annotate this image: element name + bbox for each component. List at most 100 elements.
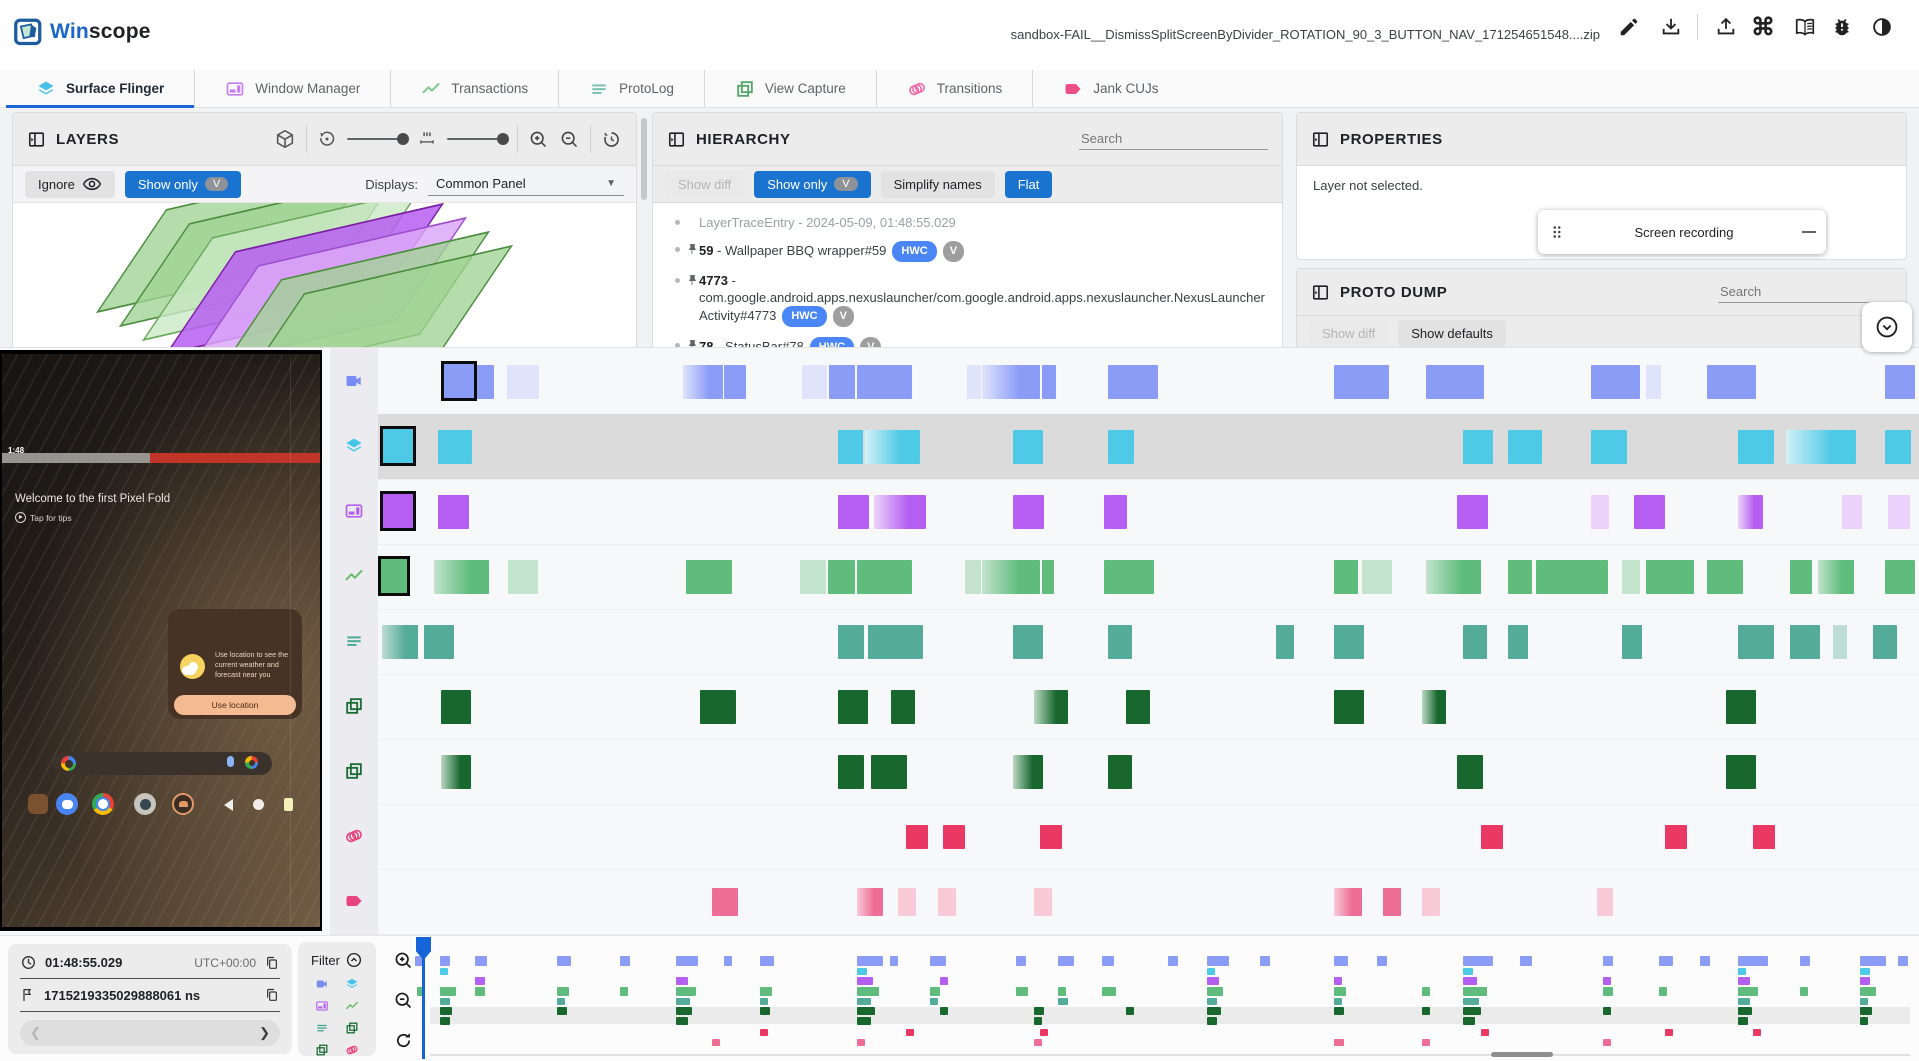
ns-timestamp[interactable]: 1715219335029888061 ns	[44, 987, 201, 1003]
rotation-icon[interactable]	[317, 129, 337, 149]
panel-toggle-icon[interactable]	[27, 130, 46, 149]
trace-block-view-capture-2[interactable]	[1457, 755, 1483, 789]
trace-block-screen-recording[interactable]	[1042, 365, 1056, 399]
filter-rings-icon[interactable]	[345, 1043, 359, 1057]
tab-protolog[interactable]: ProtoLog	[558, 70, 704, 107]
filter-layers-icon[interactable]	[345, 977, 359, 991]
trace-block-view-capture-2[interactable]	[1108, 755, 1132, 789]
trace-row-protolog[interactable]	[330, 609, 1919, 675]
trace-block-protolog[interactable]	[1738, 625, 1774, 659]
trace-block-protolog[interactable]	[1334, 625, 1364, 659]
trace-block-protolog[interactable]	[424, 625, 454, 659]
show-only-visible-button[interactable]: Show only V	[124, 170, 242, 198]
hierarchy-scrollbar[interactable]	[641, 118, 647, 200]
trace-block-transactions[interactable]	[434, 560, 489, 594]
trace-block-surface-flinger[interactable]	[1591, 430, 1627, 464]
use-location-button[interactable]: Use location	[174, 695, 296, 715]
tab-transactions[interactable]: Transactions	[390, 70, 558, 107]
trace-block-screen-recording[interactable]	[1591, 365, 1640, 399]
filter-squares-icon[interactable]	[345, 1021, 359, 1035]
trace-block-surface-flinger[interactable]	[838, 430, 863, 464]
trace-block-view-capture-1[interactable]	[1422, 690, 1446, 724]
trace-block-protolog[interactable]	[1833, 625, 1847, 659]
trace-block-window-manager[interactable]	[1457, 495, 1488, 529]
proto-dump-search-input[interactable]	[1718, 281, 1892, 303]
trace-block-jank-cujs[interactable]	[1597, 888, 1613, 916]
trace-block-screen-recording[interactable]	[1707, 365, 1756, 399]
trace-block-jank-cujs[interactable]	[1383, 888, 1401, 916]
trace-block-transitions[interactable]	[1481, 825, 1503, 849]
trace-block-screen-recording[interactable]	[1426, 365, 1484, 399]
trace-block-transactions[interactable]	[982, 560, 1040, 594]
trace-block-current-surface-flinger[interactable]	[380, 426, 416, 466]
trace-block-jank-cujs[interactable]	[857, 888, 883, 916]
chevron-up-circle-icon[interactable]	[345, 951, 363, 969]
tab-surface-flinger[interactable]: Surface Flinger	[6, 70, 195, 108]
screen-recording-window[interactable]: Screen recording	[1538, 210, 1826, 254]
trace-block-jank-cujs[interactable]	[712, 888, 738, 916]
trace-block-transactions[interactable]	[1536, 560, 1608, 594]
trace-block-view-capture-1[interactable]	[441, 690, 471, 724]
trace-block-screen-recording[interactable]	[982, 365, 1040, 399]
trace-block-screen-recording[interactable]	[967, 365, 981, 399]
trace-block-screen-recording[interactable]	[1885, 365, 1915, 399]
displays-select[interactable]: Common Panel ▼	[428, 172, 624, 196]
trace-block-current-window-manager[interactable]	[380, 491, 416, 531]
trace-block-view-capture-2[interactable]	[1726, 755, 1756, 789]
trace-row-transitions[interactable]	[330, 804, 1919, 870]
trace-block-protolog[interactable]	[1463, 625, 1487, 659]
zoom-in-icon[interactable]	[528, 129, 549, 150]
trace-block-protolog[interactable]	[1622, 625, 1642, 659]
copy-icon[interactable]	[264, 955, 280, 971]
trace-block-protolog[interactable]	[1276, 625, 1294, 659]
trace-block-current-transactions[interactable]	[378, 556, 410, 596]
trace-block-window-manager[interactable]	[438, 495, 469, 529]
show-only-visible-button[interactable]: Show only V	[754, 170, 871, 198]
trace-block-jank-cujs[interactable]	[898, 888, 916, 916]
trace-block-surface-flinger[interactable]	[1508, 430, 1542, 464]
pin-icon[interactable]	[686, 339, 699, 352]
trace-block-transactions[interactable]	[1362, 560, 1392, 594]
zoom-out-icon[interactable]	[559, 129, 580, 150]
trace-block-transactions[interactable]	[1790, 560, 1812, 594]
trace-block-transactions[interactable]	[686, 560, 732, 594]
trace-block-window-manager[interactable]	[1842, 495, 1862, 529]
tree-node-4773[interactable]: 4773 - com.google.android.apps.nexuslaun…	[653, 267, 1282, 332]
rotation-slider[interactable]	[347, 133, 409, 145]
trace-block-window-manager[interactable]	[1104, 495, 1127, 529]
trace-block-jank-cujs[interactable]	[1034, 888, 1052, 916]
prev-frame-icon[interactable]: ❮	[30, 1025, 41, 1040]
trace-block-view-capture-1[interactable]	[1334, 690, 1364, 724]
trace-block-surface-flinger[interactable]	[1786, 430, 1856, 464]
panel-toggle-icon[interactable]	[1311, 283, 1330, 302]
tab-window-manager[interactable]: Window Manager	[194, 70, 390, 107]
minimap-scroll-thumb[interactable]	[1491, 1052, 1553, 1057]
trace-row-view-capture-2[interactable]	[330, 739, 1919, 805]
trace-block-view-capture-1[interactable]	[1726, 690, 1756, 724]
trace-block-transactions[interactable]	[1885, 560, 1915, 594]
ignore-visibility-button[interactable]: Ignore	[25, 170, 115, 198]
trace-row-jank-cujs[interactable]	[330, 869, 1919, 935]
report-bug-icon[interactable]	[1831, 16, 1853, 38]
trace-block-protolog[interactable]	[838, 625, 864, 659]
drag-handle-icon[interactable]	[1548, 223, 1566, 241]
trace-block-protolog[interactable]	[1013, 625, 1043, 659]
trace-block-view-capture-2[interactable]	[441, 755, 471, 789]
show-diff-button[interactable]: Show diff	[665, 170, 745, 198]
trace-block-screen-recording[interactable]	[1108, 365, 1158, 399]
tree-node[interactable]: LayerTraceEntry - 2024-05-09, 01:48:55.0…	[653, 209, 1282, 236]
trace-block-protolog[interactable]	[1508, 625, 1528, 659]
trace-block-transactions[interactable]	[1707, 560, 1743, 594]
trace-block-protolog[interactable]	[1790, 625, 1820, 659]
reset-view-icon[interactable]	[601, 129, 622, 150]
trace-block-transactions[interactable]	[1622, 560, 1640, 594]
trace-block-transactions[interactable]	[828, 560, 855, 594]
trace-block-jank-cujs[interactable]	[938, 888, 956, 916]
trace-block-current-screen-recording[interactable]	[441, 361, 477, 401]
pin-icon[interactable]	[686, 243, 699, 256]
keyboard-shortcuts-icon[interactable]: ⌘	[1751, 14, 1775, 41]
filter-squares-icon-2[interactable]	[315, 1043, 329, 1057]
trace-block-transitions[interactable]	[1753, 825, 1775, 849]
edit-filename-icon[interactable]	[1618, 16, 1640, 38]
hierarchy-search-input[interactable]	[1079, 128, 1268, 150]
